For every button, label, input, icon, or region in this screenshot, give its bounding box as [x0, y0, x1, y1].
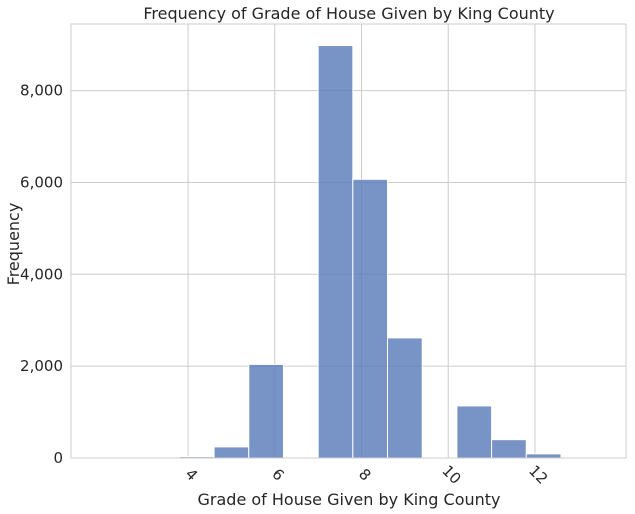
histogram-bar	[525, 453, 562, 459]
x-tick-label: 6	[268, 465, 287, 484]
x-tick-label: 4	[182, 465, 201, 484]
x-tick-label: 10	[438, 462, 464, 488]
plot-area	[70, 23, 627, 459]
y-tick-label: 6,000	[20, 173, 63, 191]
bars	[144, 45, 597, 459]
y-tick-label: 2,000	[20, 357, 63, 375]
histogram-bar	[248, 363, 284, 459]
histogram-bar	[352, 178, 389, 459]
y-tick-label: 0	[53, 449, 63, 467]
histogram-bar	[213, 446, 250, 459]
x-axis-ticks: 4 6 8 10 12	[182, 462, 552, 488]
y-axis-ticks: 0 2,000 4,000 6,000 8,000	[20, 82, 63, 467]
histogram-bar	[491, 439, 527, 459]
histogram-bar	[456, 405, 493, 459]
y-tick-label: 4,000	[20, 265, 63, 283]
x-tick-label: 8	[355, 465, 374, 484]
x-tick-label: 12	[525, 462, 551, 488]
y-axis-label: Frequency	[4, 203, 23, 286]
y-tick-label: 8,000	[20, 82, 63, 100]
histogram-bar	[317, 45, 354, 459]
x-axis-label: Grade of House Given by King County	[198, 490, 501, 509]
chart-title: Frequency of Grade of House Given by Kin…	[143, 4, 554, 23]
histogram-bar	[387, 337, 423, 459]
